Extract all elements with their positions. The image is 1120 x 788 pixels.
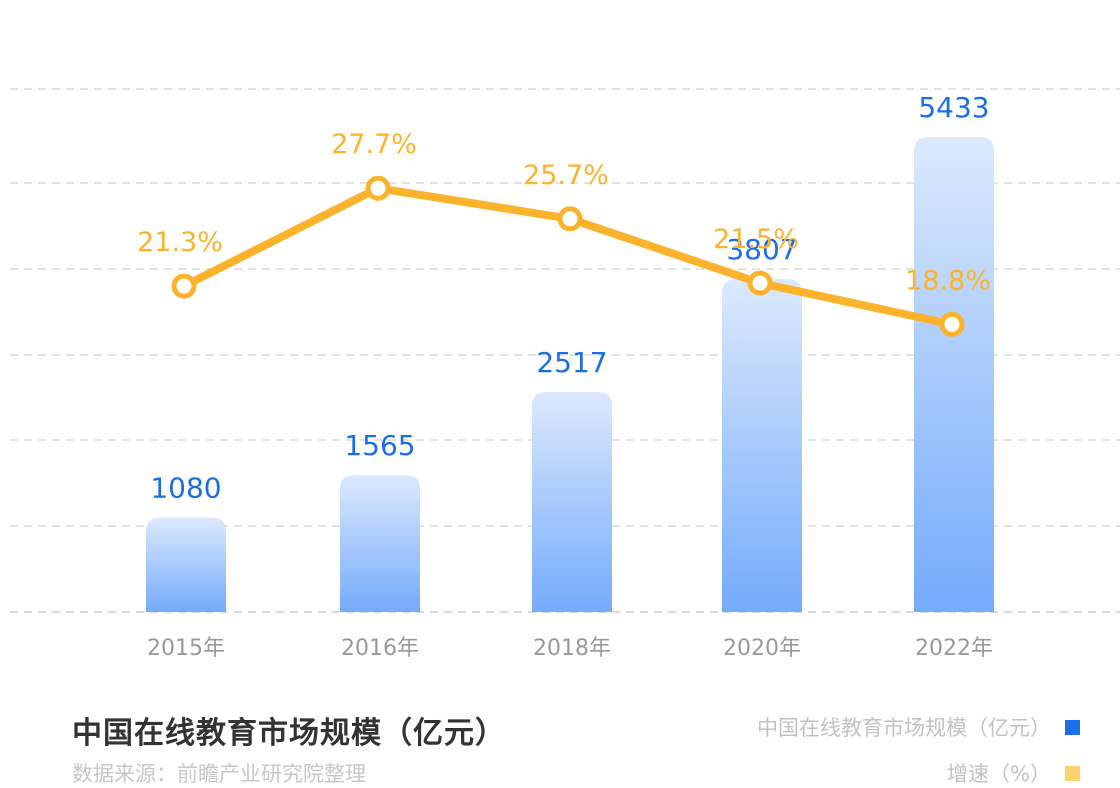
growth-value-label: 27.7% xyxy=(331,129,417,160)
x-tick-label: 2018年 xyxy=(533,636,611,661)
bar-value-label: 1565 xyxy=(344,429,415,462)
combo-chart: 10802015年15652016年25172018年38072020年5433… xyxy=(0,0,1120,700)
bar-value-label: 1080 xyxy=(150,472,221,505)
bar-2016年 xyxy=(340,475,420,612)
x-tick-label: 2022年 xyxy=(915,636,993,661)
growth-point-2020年 xyxy=(750,273,770,293)
growth-point-2016年 xyxy=(368,178,388,198)
x-tick-label: 2016年 xyxy=(341,636,419,661)
x-tick-label: 2020年 xyxy=(723,636,801,661)
x-tick-label: 2015年 xyxy=(147,636,225,661)
legend-swatch-growth xyxy=(1065,766,1080,781)
legend-item-market-size: 中国在线教育市场规模（亿元） xyxy=(757,712,1080,742)
bar-2015年 xyxy=(146,518,226,612)
growth-value-label: 21.3% xyxy=(137,227,223,258)
growth-value-label: 18.8% xyxy=(905,265,991,296)
growth-point-2015年 xyxy=(174,276,194,296)
bar-2018年 xyxy=(532,392,612,612)
growth-value-label: 21.5% xyxy=(713,224,799,255)
legend-label-market-size: 中国在线教育市场规模（亿元） xyxy=(757,712,1051,742)
chart-footer: 中国在线教育市场规模（亿元） 数据来源：前瞻产业研究院整理 中国在线教育市场规模… xyxy=(0,700,1120,784)
growth-value-label: 25.7% xyxy=(523,160,609,191)
bar-2020年 xyxy=(722,279,802,612)
bar-value-label: 5433 xyxy=(918,91,989,124)
growth-point-2018年 xyxy=(560,209,580,229)
legend-swatch-market-size xyxy=(1065,720,1080,735)
chart-title: 中国在线教育市场规模（亿元） xyxy=(72,708,506,752)
growth-point-2022年 xyxy=(942,314,962,334)
bar-value-label: 2517 xyxy=(536,346,607,379)
bar-2022年 xyxy=(914,137,994,612)
